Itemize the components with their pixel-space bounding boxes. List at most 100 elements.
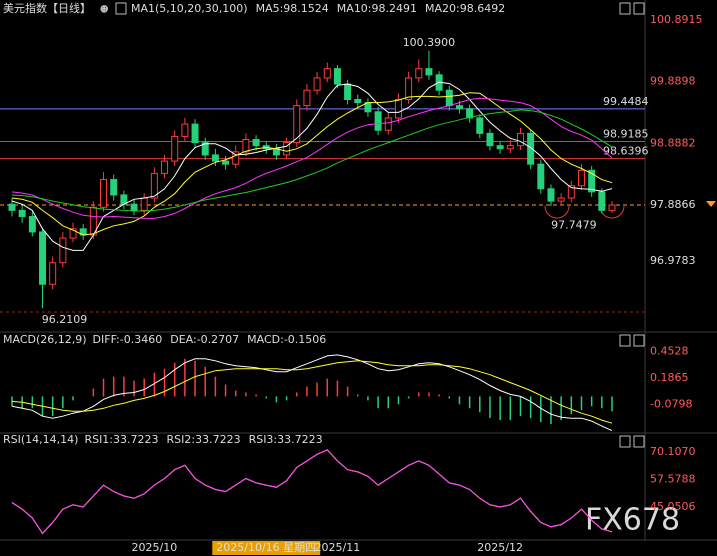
candle-body	[49, 262, 57, 285]
legend-entry: MA20:98.6492	[425, 2, 505, 15]
candle-body	[181, 123, 189, 137]
icon[interactable]	[633, 334, 645, 347]
last-price-arrow	[706, 201, 716, 208]
icon[interactable]	[619, 334, 631, 347]
y-tick-label: 96.9783	[650, 254, 696, 267]
low-label: 97.7479	[551, 219, 597, 232]
legend-entry: MA5:98.1524	[256, 2, 329, 15]
candle-body	[567, 185, 575, 199]
legend-entry: RSI1:33.7223	[84, 433, 158, 446]
candle-body	[537, 163, 545, 190]
legend-entry: 美元指数【日线】	[3, 1, 91, 15]
icon[interactable]	[619, 435, 631, 448]
candle-body	[39, 231, 47, 285]
candle-body	[476, 117, 484, 134]
x-tick-label: 2025/12	[477, 541, 523, 554]
y-tick-label: 99.8898	[650, 75, 696, 88]
candle-body	[333, 68, 341, 85]
series-line	[11, 449, 613, 535]
candle-body	[344, 83, 352, 100]
candle-body	[59, 237, 67, 264]
y-tick-label: 70.1070	[650, 445, 696, 458]
add-icon[interactable]: ⊕	[100, 4, 109, 16]
candle-body	[445, 89, 453, 107]
candle-body	[547, 188, 555, 202]
candle-body	[252, 139, 260, 147]
candle-body	[201, 142, 209, 156]
candle-body	[384, 117, 392, 131]
low-label: 96.2109	[42, 313, 88, 326]
y-tick-label: 57.5788	[650, 472, 696, 485]
y-tick-label: 45.0506	[650, 500, 696, 513]
legend-entry: MA1(5,10,20,30,100)	[131, 2, 248, 15]
icon[interactable]	[619, 2, 631, 15]
candle-body	[577, 169, 585, 187]
candle-body	[232, 151, 240, 165]
candle-body	[293, 105, 301, 144]
candle-body	[415, 68, 423, 79]
candle-body	[18, 209, 26, 218]
legend-entry: DIFF:-0.3460	[93, 333, 163, 346]
candle-body	[161, 160, 169, 174]
x-tick-label: 2025/10/16 星期四	[216, 541, 316, 554]
candle-body	[588, 169, 596, 193]
candle-body	[69, 228, 77, 239]
candle-body	[211, 154, 219, 162]
legend-entry: MACD:-0.1506	[247, 333, 326, 346]
series-line	[11, 97, 613, 219]
candle-body	[394, 98, 402, 119]
candle-body	[140, 197, 148, 211]
candle-body	[28, 216, 36, 233]
frame	[0, 0, 717, 541]
candle-body	[303, 89, 311, 107]
series-line	[11, 449, 613, 535]
candle-body	[527, 132, 535, 165]
candle-body	[598, 191, 606, 211]
candle-body	[506, 145, 514, 150]
candle-body	[496, 145, 504, 150]
candle-body	[242, 139, 250, 153]
icon[interactable]	[115, 2, 127, 15]
watermark: FX678	[585, 503, 680, 538]
candle-body	[283, 142, 291, 156]
series-line	[11, 354, 613, 432]
level-label: 99.4484	[603, 95, 649, 108]
series-line	[11, 81, 613, 251]
plot	[11, 449, 613, 535]
candle-body	[455, 105, 463, 110]
high-label: 100.3900	[403, 36, 456, 49]
candle-body	[374, 111, 382, 131]
candle-body	[405, 77, 413, 100]
candle-body	[323, 68, 331, 79]
series-line	[11, 449, 613, 535]
candle-body	[354, 98, 362, 104]
plot	[11, 354, 613, 432]
candle-body	[171, 135, 179, 162]
level-label: 98.6396	[603, 145, 649, 158]
candle-body	[557, 197, 565, 202]
icon[interactable]	[633, 2, 645, 15]
candle-body	[516, 132, 524, 147]
crosshair-label-bg	[212, 541, 321, 555]
y-tick-label: 100.8915	[650, 13, 703, 26]
toolbar-icons[interactable]: ⊕	[100, 2, 645, 448]
y-tick-label: 98.8882	[650, 136, 696, 149]
legend-entry: RSI2:33.7223	[167, 433, 241, 446]
last-price-label: 97.8866	[650, 198, 696, 211]
y-tick-label: 0.4528	[650, 345, 689, 358]
candle-body	[100, 179, 108, 208]
legend-entry: RSI3:33.7223	[249, 433, 323, 446]
legend-entry: MACD(26,12,9)	[3, 333, 87, 346]
level-label: 98.9185	[603, 127, 649, 140]
series-line	[11, 92, 613, 236]
legend-entry: DEA:-0.2707	[170, 333, 239, 346]
candle-body	[313, 77, 321, 91]
x-tick-label: 2025/11	[315, 541, 361, 554]
candle-body	[466, 108, 474, 119]
y-tick-label: -0.0798	[650, 397, 692, 410]
candle-body	[8, 203, 16, 211]
plot: 99.4484 98.9185 98.6396 97.8866 100.3900 96.2…	[0, 36, 716, 326]
y-tick-label: 0.1865	[650, 371, 689, 384]
icon[interactable]	[633, 435, 645, 448]
